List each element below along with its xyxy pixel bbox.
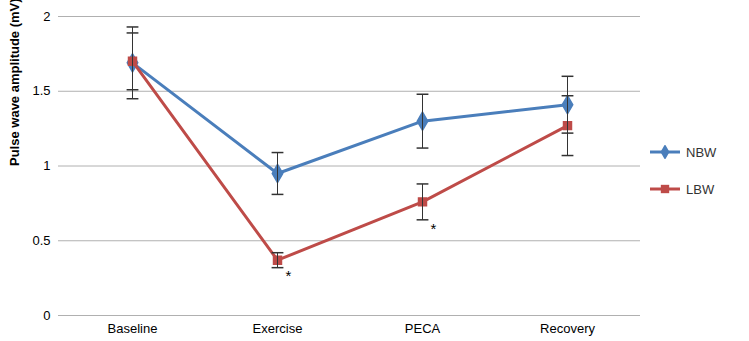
svg-text:2: 2 (43, 9, 50, 24)
svg-text:0: 0 (43, 308, 50, 323)
svg-text:Exercise: Exercise (253, 321, 303, 336)
svg-text:0.5: 0.5 (32, 233, 50, 248)
svg-text:Baseline: Baseline (108, 321, 158, 336)
svg-text:1.5: 1.5 (32, 83, 50, 98)
svg-text:*: * (286, 267, 292, 284)
svg-text:Recovery: Recovery (540, 321, 595, 336)
svg-text:*: * (431, 220, 437, 237)
svg-text:1: 1 (43, 158, 50, 173)
html-text:LBW: LBW (686, 181, 715, 197)
svg-text:PECA: PECA (405, 321, 441, 336)
html-text:NBW: NBW (686, 144, 717, 160)
svg-text:Pulse wave amplitude (mV): Pulse wave amplitude (mV) (7, 0, 22, 166)
